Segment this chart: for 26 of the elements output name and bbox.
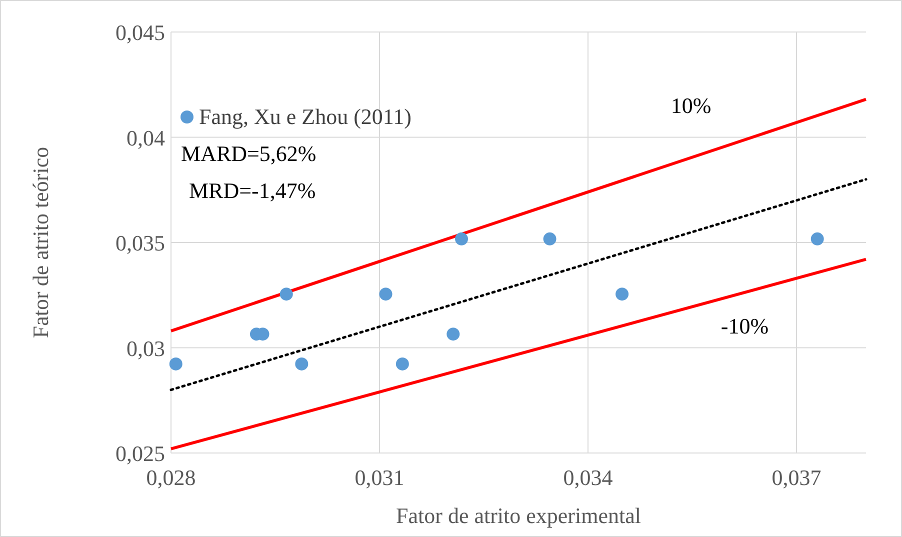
point xyxy=(446,328,460,341)
y-tick-label: 0,04 xyxy=(126,125,165,150)
x-tick-label: 0,034 xyxy=(563,465,613,490)
point xyxy=(616,288,629,301)
x-tick-label: 0,037 xyxy=(772,465,822,490)
legend-label: Fang, Xu e Zhou (2011) xyxy=(199,104,412,129)
point xyxy=(280,288,293,301)
series-label: -10% xyxy=(720,313,769,338)
y-tick-label: 0,03 xyxy=(126,336,165,361)
point xyxy=(169,357,182,370)
point xyxy=(455,232,468,246)
y-tick-label: 0,025 xyxy=(116,441,165,466)
x-tick-label: 0,031 xyxy=(354,465,404,490)
series-label: 10% xyxy=(670,93,712,118)
x-tick-label: 0,028 xyxy=(146,465,196,490)
point xyxy=(396,357,409,370)
annotation: MARD=5,62% xyxy=(181,141,316,166)
point xyxy=(810,232,824,246)
point xyxy=(379,288,392,301)
point xyxy=(543,232,556,246)
x-axis-title: Fator de atrito experimental xyxy=(396,503,641,528)
point xyxy=(295,357,308,370)
y-tick-label: 0,045 xyxy=(116,20,165,45)
y-axis-title: Fator de atrito teórico xyxy=(28,146,53,338)
y-tick-label: 0,035 xyxy=(116,230,165,256)
annotation: MRD=-1,47% xyxy=(189,178,316,203)
